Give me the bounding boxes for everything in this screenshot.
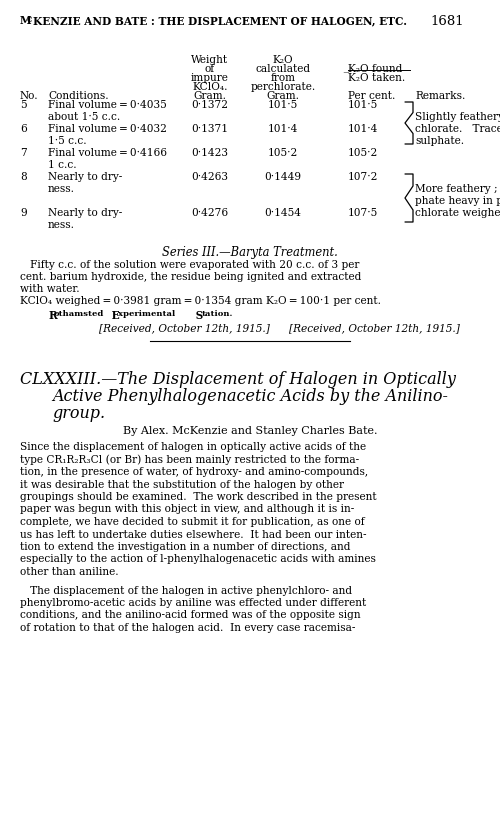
Text: with water.: with water. bbox=[20, 284, 80, 294]
Text: 0·1372: 0·1372 bbox=[192, 100, 228, 110]
Text: paper was begun with this object in view, and although it is in-: paper was begun with this object in view… bbox=[20, 505, 354, 515]
Text: it was desirable that the substitution of the halogen by other: it was desirable that the substitution o… bbox=[20, 479, 344, 489]
Text: sulphate.: sulphate. bbox=[415, 136, 464, 146]
Text: perchlorate.: perchlorate. bbox=[250, 82, 316, 92]
Text: ness.: ness. bbox=[48, 184, 75, 194]
Text: 5: 5 bbox=[20, 100, 26, 110]
Text: No.: No. bbox=[20, 91, 38, 101]
Text: 0·4263: 0·4263 bbox=[192, 172, 228, 182]
Text: [Received, October 12th, 1915.]: [Received, October 12th, 1915.] bbox=[289, 323, 460, 333]
Text: chlorate weighed.: chlorate weighed. bbox=[415, 208, 500, 218]
Text: ness.: ness. bbox=[48, 220, 75, 230]
Text: 0·1449: 0·1449 bbox=[264, 172, 302, 182]
Text: phate heavy in per-: phate heavy in per- bbox=[415, 196, 500, 206]
Text: tation.: tation. bbox=[202, 310, 234, 318]
Text: S: S bbox=[192, 310, 203, 321]
Text: Nearly to dry-: Nearly to dry- bbox=[48, 172, 122, 182]
Text: Final volume = 0·4035: Final volume = 0·4035 bbox=[48, 100, 167, 110]
Text: calculated: calculated bbox=[256, 64, 310, 74]
Text: other than aniline.: other than aniline. bbox=[20, 567, 118, 577]
Text: 101·5: 101·5 bbox=[268, 100, 298, 110]
Text: c: c bbox=[27, 15, 32, 24]
Text: E: E bbox=[108, 310, 120, 321]
Text: tion to extend the investigation in a number of directions, and: tion to extend the investigation in a nu… bbox=[20, 542, 350, 552]
Text: R: R bbox=[48, 310, 57, 321]
Text: 105·2: 105·2 bbox=[268, 148, 298, 158]
Text: Remarks.: Remarks. bbox=[415, 91, 466, 101]
Text: 101·5: 101·5 bbox=[348, 100, 378, 110]
Text: Per cent.: Per cent. bbox=[348, 91, 396, 101]
Text: 101·4: 101·4 bbox=[348, 124, 378, 134]
Text: Since the displacement of halogen in optically active acids of the: Since the displacement of halogen in opt… bbox=[20, 442, 366, 452]
Text: K₂O: K₂O bbox=[272, 55, 293, 65]
Text: M: M bbox=[20, 15, 32, 26]
Text: 105·2: 105·2 bbox=[348, 148, 378, 158]
Text: By Alex. McKenzie and Stanley Charles Bate.: By Alex. McKenzie and Stanley Charles Ba… bbox=[123, 426, 378, 436]
Text: impure: impure bbox=[191, 73, 229, 83]
Text: 0·1454: 0·1454 bbox=[264, 208, 302, 218]
Text: of: of bbox=[205, 64, 215, 74]
Text: Final volume = 0·4166: Final volume = 0·4166 bbox=[48, 148, 167, 158]
Text: Weight: Weight bbox=[192, 55, 228, 65]
Text: cent. barium hydroxide, the residue being ignited and extracted: cent. barium hydroxide, the residue bein… bbox=[20, 272, 361, 282]
Text: 1681: 1681 bbox=[430, 15, 464, 28]
Text: Final volume = 0·4032: Final volume = 0·4032 bbox=[48, 124, 167, 134]
Text: CLXXXIII.—The Displacement of Halogen in Optically: CLXXXIII.—The Displacement of Halogen in… bbox=[20, 371, 456, 388]
Text: 0·1423: 0·1423 bbox=[192, 148, 228, 158]
Text: 107·2: 107·2 bbox=[348, 172, 378, 182]
Text: Gram.: Gram. bbox=[266, 91, 300, 101]
Text: The displacement of the halogen in active phenylchloro- and: The displacement of the halogen in activ… bbox=[20, 586, 352, 596]
Text: 101·4: 101·4 bbox=[268, 124, 298, 134]
Text: More feathery ; sul-: More feathery ; sul- bbox=[415, 184, 500, 194]
Text: us has left to undertake duties elsewhere.  It had been our inten-: us has left to undertake duties elsewher… bbox=[20, 530, 366, 540]
Text: KClO₄.: KClO₄. bbox=[192, 82, 228, 92]
Text: 8: 8 bbox=[20, 172, 27, 182]
Text: Active Phenylhalogenacetic Acids by the Anilino-: Active Phenylhalogenacetic Acids by the … bbox=[52, 388, 448, 405]
Text: type CR₁R₂R₃Cl (or Br) has been mainly restricted to the forma-: type CR₁R₂R₃Cl (or Br) has been mainly r… bbox=[20, 455, 359, 465]
Text: KClO₄ weighed = 0·3981 gram = 0·1354 gram K₂O = 100·1 per cent.: KClO₄ weighed = 0·3981 gram = 0·1354 gra… bbox=[20, 296, 381, 306]
Text: from: from bbox=[270, 73, 295, 83]
Text: 107·5: 107·5 bbox=[348, 208, 378, 218]
Text: groupings should be examined.  The work described in the present: groupings should be examined. The work d… bbox=[20, 492, 376, 502]
Text: chlorate.   Traces of: chlorate. Traces of bbox=[415, 124, 500, 134]
Text: Gram.: Gram. bbox=[194, 91, 226, 101]
Text: xperimental: xperimental bbox=[118, 310, 176, 318]
Text: phenylbromo-acetic acids by aniline was effected under different: phenylbromo-acetic acids by aniline was … bbox=[20, 598, 366, 608]
Text: othamsted: othamsted bbox=[54, 310, 104, 318]
Text: [Received, October 12th, 1915.]: [Received, October 12th, 1915.] bbox=[99, 323, 270, 333]
Text: about 1·5 c.c.: about 1·5 c.c. bbox=[48, 112, 120, 122]
Text: group.: group. bbox=[52, 405, 105, 422]
Text: 1·5 c.c.: 1·5 c.c. bbox=[48, 136, 86, 146]
Text: Slightly feathery per-: Slightly feathery per- bbox=[415, 112, 500, 122]
Text: complete, we have decided to submit it for publication, as one of: complete, we have decided to submit it f… bbox=[20, 517, 364, 527]
Text: 0·1371: 0·1371 bbox=[192, 124, 228, 134]
Text: 0·4276: 0·4276 bbox=[192, 208, 228, 218]
Text: ̅K₂O taken.: ̅K₂O taken. bbox=[348, 73, 405, 83]
Text: especially to the action of l-phenylhalogenacetic acids with amines: especially to the action of l-phenylhalo… bbox=[20, 554, 376, 564]
Text: 7: 7 bbox=[20, 148, 27, 158]
Text: of rotation to that of the halogen acid.  In every case racemisa-: of rotation to that of the halogen acid.… bbox=[20, 623, 355, 633]
Text: Conditions.: Conditions. bbox=[48, 91, 108, 101]
Text: 6: 6 bbox=[20, 124, 27, 134]
Text: conditions, and the anilino-acid formed was of the opposite sign: conditions, and the anilino-acid formed … bbox=[20, 610, 360, 620]
Text: tion, in the presence of water, of hydroxy- and amino-compounds,: tion, in the presence of water, of hydro… bbox=[20, 467, 368, 477]
Text: Fifty c.c. of the solution were evaporated with 20 c.c. of 3 per: Fifty c.c. of the solution were evaporat… bbox=[20, 260, 359, 270]
Text: K₂O found: K₂O found bbox=[348, 64, 403, 74]
Text: KENZIE AND BATE : THE DISPLACEMENT OF HALOGEN, ETC.: KENZIE AND BATE : THE DISPLACEMENT OF HA… bbox=[33, 15, 407, 26]
Text: Nearly to dry-: Nearly to dry- bbox=[48, 208, 122, 218]
Text: Series III.—Baryta Treatment.: Series III.—Baryta Treatment. bbox=[162, 246, 338, 259]
Text: 1 c.c.: 1 c.c. bbox=[48, 160, 76, 170]
Text: 9: 9 bbox=[20, 208, 26, 218]
